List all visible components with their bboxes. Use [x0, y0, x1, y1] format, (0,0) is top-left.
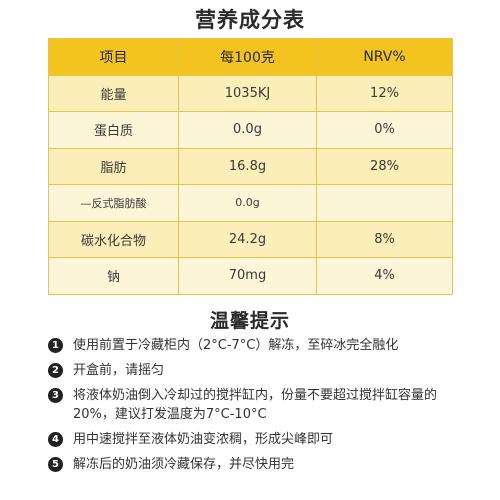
number-1-icon: 1 [48, 338, 63, 353]
nutrition-table-title: 营养成分表 [195, 8, 305, 32]
row-nrv: 4% [316, 257, 453, 295]
tip-text: 解冻后的奶油须冷藏保存，并尽快用完 [73, 457, 295, 472]
row-nrv [316, 184, 453, 222]
tips-list: 1 使用前置于冷藏柜内（2°C-7°C）解冻，至碎冰完全融化 2 开盒前，请摇匀… [48, 336, 468, 480]
tip-text: 开盒前，请摇匀 [73, 363, 165, 378]
row-name: —反式脂肪酸 [48, 184, 179, 222]
row-nrv: 8% [316, 220, 453, 258]
nutrition-table: 项目 每100克 NRV% 能量 1035KJ 12% 蛋白质 0.0g 0% … [48, 38, 453, 295]
row-per100g: 0.0g [178, 111, 317, 149]
header-item: 项目 [48, 38, 179, 76]
tip-item: 4 用中速搅拌至液体奶油变浓稠，形成尖峰即可 [48, 430, 468, 449]
number-4-icon: 4 [48, 432, 63, 447]
table-row-fat: 脂肪 16.8g 28% [48, 147, 453, 185]
table-row-energy: 能量 1035KJ 12% [48, 74, 453, 112]
tip-text: 用中速搅拌至液体奶油变浓稠，形成尖峰即可 [73, 432, 334, 447]
table-header-row: 项目 每100克 NRV% [48, 38, 453, 76]
row-name: 蛋白质 [48, 111, 179, 149]
tip-item: 3 将液体奶油倒入冷却过的搅拌缸内，份量不要超过搅拌缸容量的20%，建议打发温度… [48, 386, 468, 424]
tip-item: 2 开盒前，请摇匀 [48, 361, 468, 380]
tip-item: 1 使用前置于冷藏柜内（2°C-7°C）解冻，至碎冰完全融化 [48, 336, 468, 355]
tip-text: 使用前置于冷藏柜内（2°C-7°C）解冻，至碎冰完全融化 [73, 338, 399, 353]
number-2-icon: 2 [48, 363, 63, 378]
tip-item: 5 解冻后的奶油须冷藏保存，并尽快用完 [48, 455, 468, 474]
row-per100g: 0.0g [178, 184, 317, 222]
row-name: 钠 [48, 257, 179, 295]
row-nrv: 0% [316, 111, 453, 149]
table-row-carbohydrate: 碳水化合物 24.2g 8% [48, 220, 453, 258]
row-per100g: 24.2g [178, 220, 317, 258]
table-row-trans-fat: —反式脂肪酸 0.0g [48, 184, 453, 222]
tips-title: 温馨提示 [209, 310, 290, 332]
number-3-icon: 3 [48, 388, 63, 403]
table-row-protein: 蛋白质 0.0g 0% [48, 111, 453, 149]
table-row-sodium: 钠 70mg 4% [48, 257, 453, 295]
row-name: 碳水化合物 [48, 220, 179, 258]
row-per100g: 16.8g [178, 147, 317, 185]
row-per100g: 70mg [178, 257, 317, 295]
number-5-icon: 5 [48, 457, 63, 472]
row-nrv: 12% [316, 74, 453, 112]
tip-text: 将液体奶油倒入冷却过的搅拌缸内，份量不要超过搅拌缸容量的20%，建议打发温度为7… [73, 388, 438, 422]
row-name: 能量 [48, 74, 179, 112]
header-per-100g: 每100克 [178, 38, 317, 76]
row-per100g: 1035KJ [178, 74, 317, 112]
row-name: 脂肪 [48, 147, 179, 185]
header-nrv: NRV% [316, 38, 453, 76]
row-nrv: 28% [316, 147, 453, 185]
